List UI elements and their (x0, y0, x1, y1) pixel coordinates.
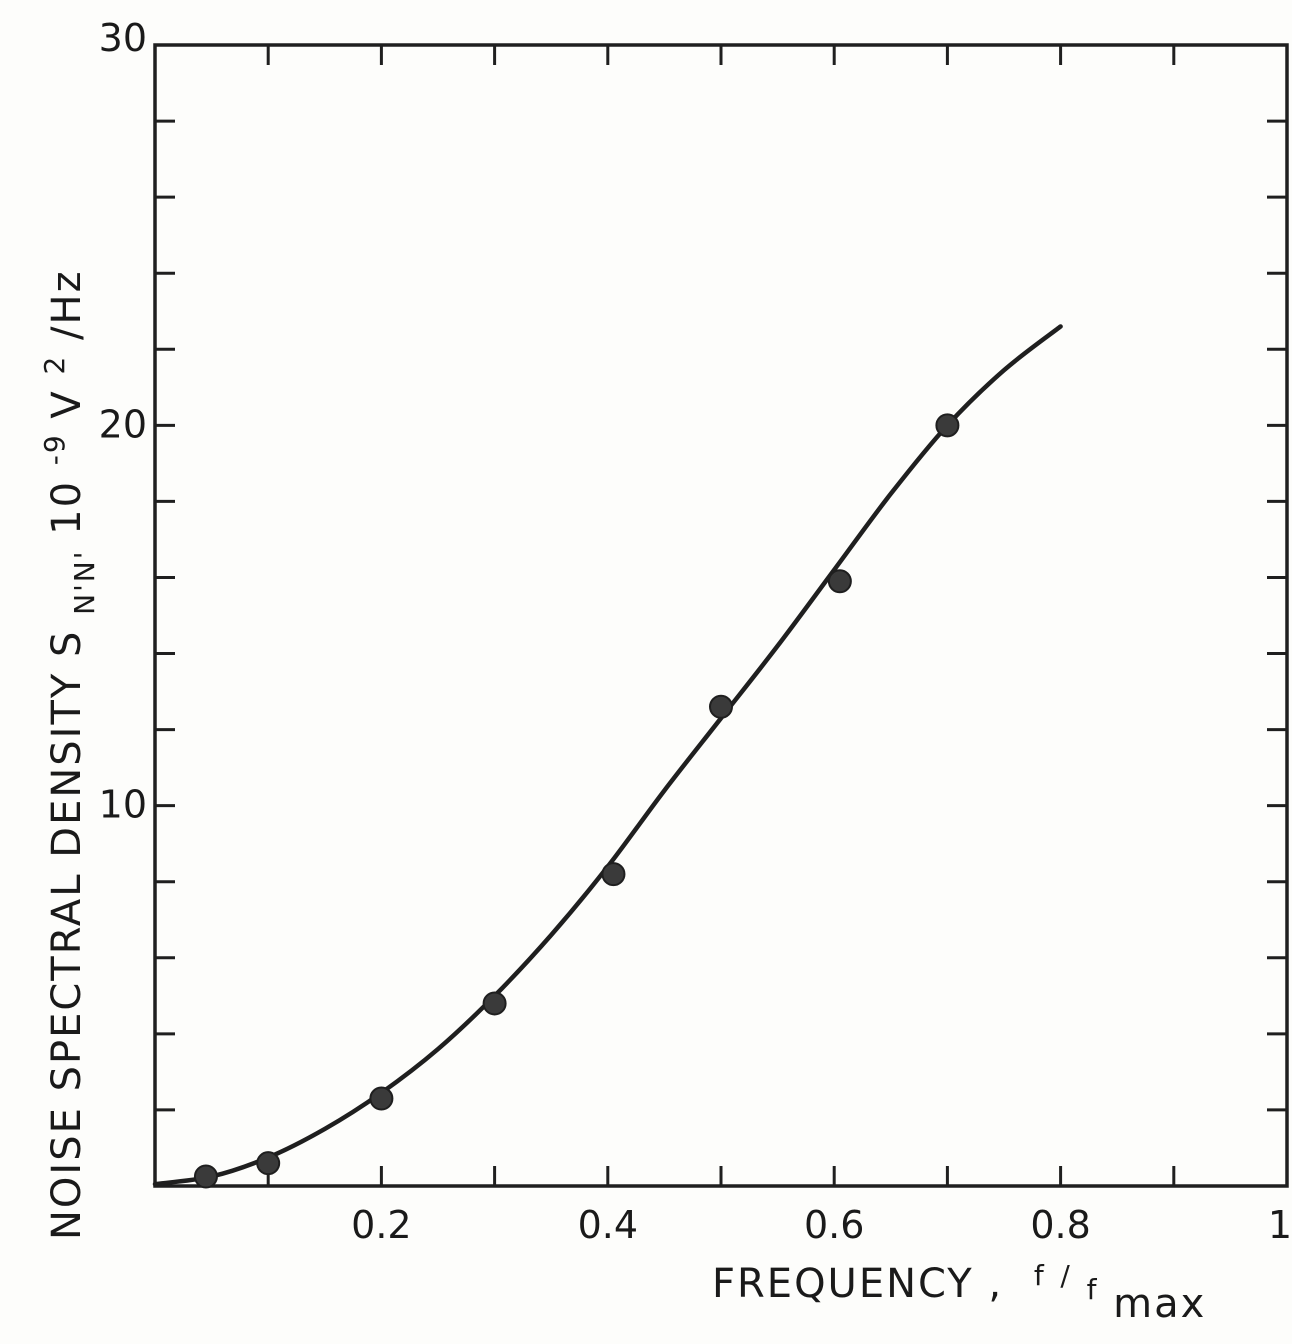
y-axis-label: NOISE SPECTRAL DENSITY S N'N' 10 -9 V 2 … (28, 269, 104, 1240)
tick-marks (155, 45, 1287, 1186)
x-axis-label: FREQUENCY , f / f max (712, 1249, 1206, 1327)
plot-frame (153, 43, 1289, 1188)
data-point (709, 694, 733, 719)
x-axis-label-fmax-sub: max (1113, 1281, 1206, 1327)
data-point (369, 1086, 394, 1111)
y-axis-label-unit-exp: -9 (38, 433, 71, 465)
x-axis-label-main: FREQUENCY , (712, 1261, 1003, 1307)
y-tick-label: 30 (99, 16, 147, 60)
y-tick-label: 10 (99, 783, 147, 827)
x-tick-label: 0.8 (1030, 1203, 1090, 1247)
x-tick-label: 0.4 (578, 1203, 638, 1247)
y-axis-label-unit-tail: /Hz (44, 269, 90, 340)
plot-frame-rect (153, 43, 1289, 1188)
data-points-layer (193, 413, 960, 1189)
data-point (935, 413, 960, 438)
y-axis-label-main: NOISE SPECTRAL DENSITY S (44, 630, 90, 1240)
y-tick-label: 20 (99, 402, 147, 446)
data-point (256, 1151, 281, 1176)
y-axis-label-unit-prefix: 10 (44, 480, 90, 535)
x-tick-label: 0.6 (804, 1203, 864, 1247)
x-axis-label-slash: / (1060, 1259, 1071, 1292)
fit-curve-layer (152, 324, 1063, 1187)
x-tick-label: 0.2 (351, 1203, 411, 1247)
x-axis-label-fmax: f (1087, 1273, 1099, 1306)
tick-labels: 0.2 0.4 0.6 0.8 1 10 20 30 (99, 16, 1292, 1247)
x-tick-label: 1 (1268, 1203, 1292, 1247)
x-axis-label-f: f (1034, 1259, 1046, 1292)
fit-curve (152, 324, 1063, 1187)
y-axis-label-sub: N'N' (68, 550, 101, 615)
data-point (193, 1164, 218, 1189)
y-axis-label-unit-v-exp: 2 (38, 355, 71, 375)
y-axis-label-unit-v: V (44, 389, 90, 418)
data-point (482, 991, 507, 1016)
data-point (827, 569, 852, 594)
data-point (601, 862, 626, 887)
